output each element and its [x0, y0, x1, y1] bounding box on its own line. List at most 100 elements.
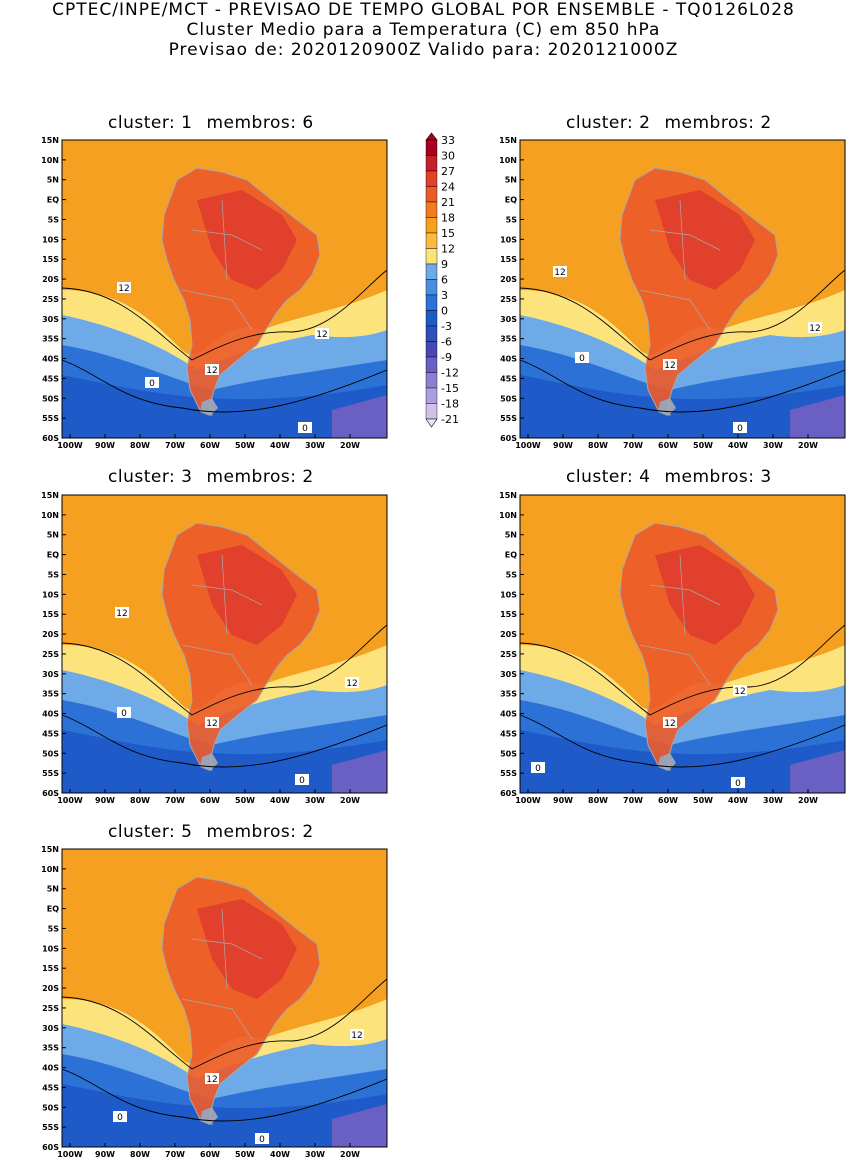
- lat-tick-label: 25S: [500, 650, 517, 659]
- title-line-3: Previsao de: 2020120900Z Valido para: 20…: [168, 40, 679, 60]
- lat-tick-label: 20S: [500, 275, 517, 284]
- lat-tick-label: 10S: [42, 235, 59, 244]
- colorbar-level-label: -9: [441, 351, 452, 364]
- lon-tick-label: 100W: [57, 796, 83, 805]
- contour-0: [61, 1068, 388, 1122]
- lat-tick-label: 5N: [47, 531, 59, 540]
- lat-tick-label: 25S: [500, 295, 517, 304]
- contour-label: 12: [553, 266, 567, 278]
- lon-tick-label: 70W: [165, 796, 185, 805]
- lat-tick-label: 10S: [42, 590, 59, 599]
- lon-tick-label: 100W: [515, 796, 541, 805]
- lon-tick-label: 20W: [798, 796, 818, 805]
- lon-tick-label: 30W: [305, 1150, 325, 1159]
- contour-value: 12: [116, 609, 127, 619]
- lat-tick-label: 5N: [47, 885, 59, 894]
- lat-tick-label: 45S: [42, 729, 59, 738]
- lon-tick-label: 80W: [588, 796, 608, 805]
- lat-tick-label: EQ: [47, 905, 59, 914]
- plot-frame: [61, 139, 388, 439]
- cluster-1-map: 12 12 12 0 0 15N 10N 5N EQ 5S 10S 15S 20S 25S 30S 35S 40…: [41, 136, 388, 450]
- lat-tick-label: 45S: [42, 1083, 59, 1092]
- contour-12: [61, 978, 388, 1070]
- lat-tick-label: 60S: [42, 789, 59, 798]
- lat-tick-label: EQ: [47, 196, 59, 205]
- lat-tick-label: 10N: [499, 511, 517, 520]
- contour-label: 12: [115, 607, 129, 619]
- lat-tick-label: 20S: [42, 275, 59, 284]
- plot-frame: [61, 848, 388, 1148]
- colorbar-level-label: 0: [441, 305, 448, 318]
- lon-tick-label: 60W: [658, 796, 678, 805]
- country-borders: [181, 199, 263, 331]
- lat-tick-label: 50S: [42, 749, 59, 758]
- coastline: [161, 167, 321, 416]
- lat-tick-label: 15N: [41, 491, 59, 500]
- colorbar-segment: [425, 310, 438, 327]
- lon-tick-label: 90W: [95, 1150, 115, 1159]
- contour-value: 12: [809, 324, 820, 334]
- panel-3-title: cluster: 3 membros: 2: [108, 467, 328, 487]
- lat-tick-label: 5S: [48, 570, 60, 579]
- panel-1-title: cluster: 1 membros: 6: [108, 113, 328, 133]
- cluster-5-members: membros: 2: [206, 822, 314, 842]
- lat-tick-label: 10S: [42, 944, 59, 953]
- colorbar-segment: [425, 325, 438, 342]
- lat-tick-label: 40S: [42, 1064, 59, 1073]
- lon-tick-label: 100W: [515, 441, 541, 450]
- lat-tick-label: 40S: [500, 355, 517, 364]
- lon-tick-label: 30W: [305, 796, 325, 805]
- contour-12: [61, 269, 388, 361]
- lat-tick-label: 60S: [42, 434, 59, 443]
- plot-frame: [519, 139, 846, 439]
- lon-tick-label: 20W: [340, 441, 360, 450]
- continent-hot: [655, 545, 755, 645]
- colorbar-segment: [425, 263, 438, 280]
- contour-label: 12: [205, 1073, 219, 1085]
- contour-label: 12: [663, 717, 677, 729]
- band-minus9: [790, 750, 845, 793]
- lat-tick-label: 5S: [48, 215, 60, 224]
- lat-tick-label: 60S: [500, 789, 517, 798]
- contour-label: 12: [205, 717, 219, 729]
- lat-tick-label: 5N: [505, 176, 517, 185]
- contour-value: 12: [118, 284, 129, 294]
- continent-hot: [197, 899, 297, 999]
- lat-tick-label: 10N: [41, 156, 59, 165]
- lon-tick-label: 20W: [340, 1150, 360, 1159]
- contour-label: 12: [205, 364, 219, 376]
- colorbar-segment: [425, 186, 438, 203]
- colorbar-level-label: 15: [441, 227, 455, 240]
- lat-tick-label: 35S: [42, 335, 59, 344]
- contour-value: 12: [351, 1031, 362, 1041]
- cluster-4-members: membros: 3: [664, 467, 772, 487]
- colorbar-level-label: 18: [441, 212, 455, 225]
- lat-tick-label: 15N: [41, 136, 59, 145]
- contour-value: 12: [206, 719, 217, 729]
- cluster-1-label: cluster: 1: [108, 113, 193, 133]
- colorbar-segment: [425, 387, 438, 404]
- lat-tick-label: 25S: [42, 295, 59, 304]
- contour-label: 12: [663, 359, 677, 371]
- lat-tick-label: 10N: [41, 511, 59, 520]
- lat-tick-label: 35S: [42, 690, 59, 699]
- lat-tick-label: 10S: [500, 235, 517, 244]
- lat-tick-label: 5S: [506, 570, 518, 579]
- contour-value: 0: [579, 354, 585, 364]
- contour-value: 0: [302, 424, 308, 434]
- colorbar-segment: [425, 403, 438, 420]
- contour-12: [519, 624, 846, 716]
- lon-tick-label: 60W: [200, 1150, 220, 1159]
- cluster-3-label: cluster: 3: [108, 467, 193, 487]
- contour-0: [519, 359, 846, 413]
- band-minus9: [332, 750, 387, 793]
- colorbar-level-label: 30: [441, 150, 455, 163]
- lat-tick-label: 20S: [500, 630, 517, 639]
- lat-tick-label: EQ: [505, 196, 517, 205]
- cluster-3-map: 12 12 12 0 0 15N 10N 5N EQ 5S 10S 15S 20S 25S 30S 35S 40…: [41, 491, 388, 805]
- band-minus3: [62, 1084, 387, 1147]
- cluster-4-map: 12 12 0 0 15N 10N 5N EQ 5S 10S 15S 20S 25S 30S 35S 40S 4…: [499, 491, 846, 805]
- plot-frame: [61, 494, 388, 794]
- lat-tick-label: 35S: [500, 335, 517, 344]
- colorbar-segment: [425, 372, 438, 389]
